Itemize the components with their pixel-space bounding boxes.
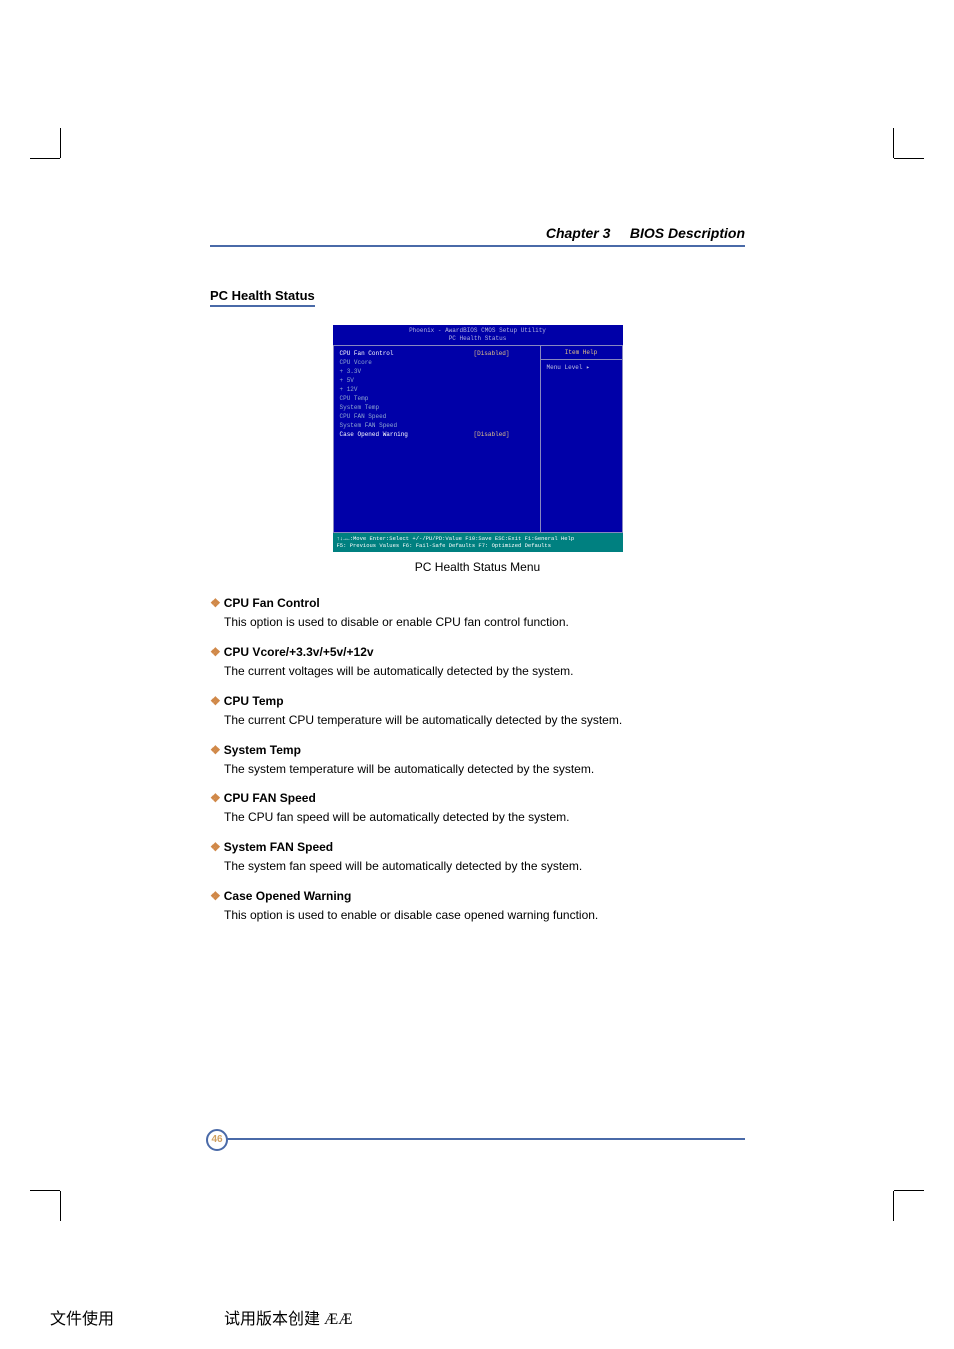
option-description: This option is used to disable or enable… [224, 614, 745, 631]
option-item: ❖CPU FAN Speed The CPU fan speed will be … [210, 791, 745, 826]
bios-setting-row: + 12V [340, 385, 534, 394]
figure-caption: PC Health Status Menu [210, 560, 745, 574]
bios-setting-row: System FAN Speed [340, 421, 534, 430]
option-description: The CPU fan speed will be automatically … [224, 809, 745, 826]
diamond-bullet-icon: ❖ [210, 596, 221, 610]
bios-setting-label: + 5V [340, 376, 474, 385]
bios-setting-label: CPU Temp [340, 394, 474, 403]
diamond-bullet-icon: ❖ [210, 791, 221, 805]
chapter-title: BIOS Description [630, 225, 745, 241]
option-item: ❖CPU Vcore/+3.3v/+5v/+12v The current vol… [210, 645, 745, 680]
diamond-bullet-icon: ❖ [210, 645, 221, 659]
bios-help-body: Menu Level ▸ [541, 360, 622, 375]
watermark-prefix: 文件使用 [50, 1311, 114, 1328]
option-title: ❖System FAN Speed [210, 840, 745, 854]
bios-setting-row: Case Opened Warning[Disabled] [340, 430, 534, 439]
diamond-bullet-icon: ❖ [210, 889, 221, 903]
bios-setting-value [474, 403, 534, 412]
option-description: The system fan speed will be automatical… [224, 858, 745, 875]
bios-setting-row: CPU Fan Control[Disabled] [340, 349, 534, 358]
chapter-number: Chapter 3 [546, 225, 611, 241]
page-number: 46 [206, 1129, 228, 1151]
bios-setting-label: CPU Fan Control [340, 349, 474, 358]
bios-help-panel: Item Help Menu Level ▸ [541, 345, 623, 533]
option-item: ❖Case Opened Warning This option is used … [210, 889, 745, 924]
bios-setting-value: [Disabled] [474, 349, 534, 358]
option-description: The system temperature will be automatic… [224, 761, 745, 778]
diamond-bullet-icon: ❖ [210, 743, 221, 757]
bios-setting-row: + 3.3V [340, 367, 534, 376]
option-item: ❖System FAN Speed The system fan speed wi… [210, 840, 745, 875]
bios-setting-row: System Temp [340, 403, 534, 412]
bios-setting-value [474, 421, 534, 430]
bios-help-header: Item Help [541, 346, 622, 360]
diamond-bullet-icon: ❖ [210, 840, 221, 854]
bios-setting-row: CPU Vcore [340, 358, 534, 367]
bios-setting-label: CPU Vcore [340, 358, 474, 367]
bios-setting-value [474, 394, 534, 403]
page-content: Chapter 3 BIOS Description PC Health Sta… [210, 225, 745, 938]
option-title: ❖CPU FAN Speed [210, 791, 745, 805]
bios-setting-label: + 12V [340, 385, 474, 394]
page-footer-rule: 46 [210, 1138, 745, 1140]
bios-setting-value [474, 358, 534, 367]
bios-setting-label: CPU FAN Speed [340, 412, 474, 421]
watermark-mid: 试用版本创建 ÆÆ [224, 1311, 352, 1328]
bios-setting-label: System FAN Speed [340, 421, 474, 430]
bios-setting-value [474, 385, 534, 394]
option-description: The current voltages will be automatical… [224, 663, 745, 680]
option-title: ❖System Temp [210, 743, 745, 757]
option-title: ❖CPU Temp [210, 694, 745, 708]
bios-title: Phoenix - AwardBIOS CMOS Setup Utility P… [333, 325, 623, 345]
bios-setting-label: System Temp [340, 403, 474, 412]
bios-title-line2: PC Health Status [333, 335, 623, 343]
bios-footer-line2: F5: Previous Values F6: Fail-Safe Defaul… [337, 542, 619, 550]
bios-screenshot: Phoenix - AwardBIOS CMOS Setup Utility P… [333, 325, 623, 552]
option-item: ❖System Temp The system temperature will … [210, 743, 745, 778]
bios-setting-row: + 5V [340, 376, 534, 385]
bios-setting-value [474, 367, 534, 376]
bios-settings-panel: CPU Fan Control[Disabled]CPU Vcore+ 3.3V… [333, 345, 541, 533]
bios-setting-value: [Disabled] [474, 430, 534, 439]
chapter-header: Chapter 3 BIOS Description [210, 225, 745, 247]
option-title: ❖CPU Vcore/+3.3v/+5v/+12v [210, 645, 745, 659]
bios-setting-label: Case Opened Warning [340, 430, 474, 439]
bios-footer: ↑↓→←:Move Enter:Select +/-/PU/PD:Value F… [333, 533, 623, 552]
section-title: PC Health Status [210, 288, 315, 307]
option-description: The current CPU temperature will be auto… [224, 712, 745, 729]
bios-setting-label: + 3.3V [340, 367, 474, 376]
bios-footer-line1: ↑↓→←:Move Enter:Select +/-/PU/PD:Value F… [337, 535, 619, 543]
bios-setting-row: CPU Temp [340, 394, 534, 403]
option-title: ❖CPU Fan Control [210, 596, 745, 610]
option-item: ❖CPU Temp The current CPU temperature wil… [210, 694, 745, 729]
option-description: This option is used to enable or disable… [224, 907, 745, 924]
bios-setting-row: CPU FAN Speed [340, 412, 534, 421]
option-item: ❖CPU Fan Control This option is used to d… [210, 596, 745, 631]
option-title: ❖Case Opened Warning [210, 889, 745, 903]
bios-setting-value [474, 412, 534, 421]
bios-setting-value [474, 376, 534, 385]
bios-title-line1: Phoenix - AwardBIOS CMOS Setup Utility [333, 327, 623, 335]
diamond-bullet-icon: ❖ [210, 694, 221, 708]
pdf-watermark: 文件使用 试用版本创建 ÆÆ [50, 1305, 352, 1329]
